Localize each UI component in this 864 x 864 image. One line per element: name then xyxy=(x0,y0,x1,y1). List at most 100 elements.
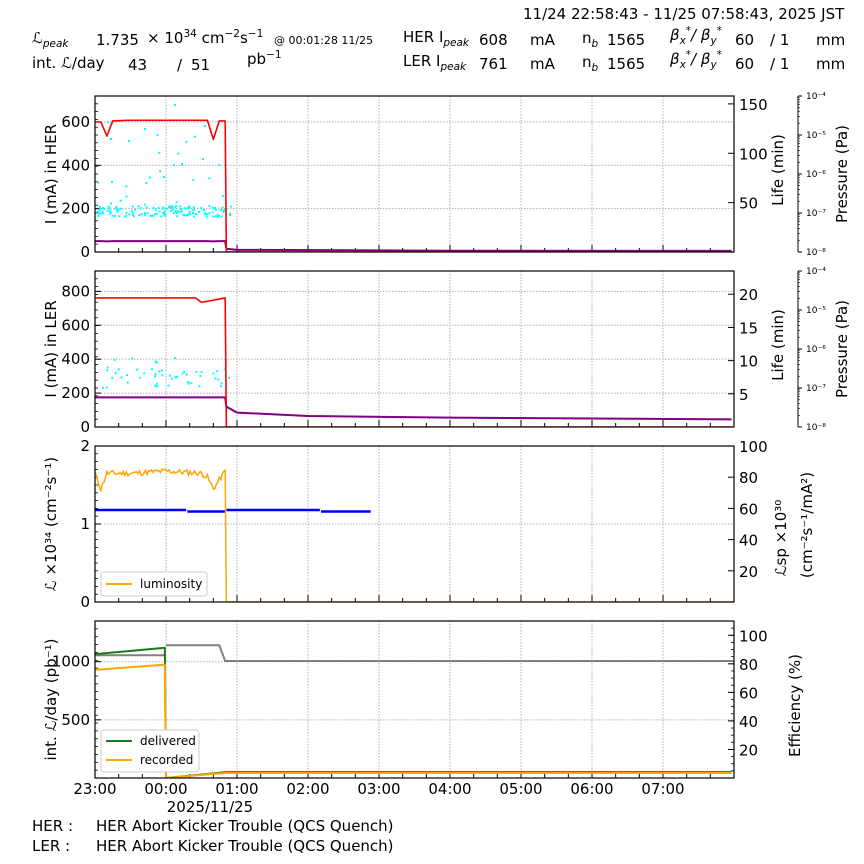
ler-ipeak-unit: mA xyxy=(530,55,555,73)
svg-text:400: 400 xyxy=(61,156,90,174)
svg-text:23:00: 23:00 xyxy=(73,780,116,798)
svg-text:10⁻⁸: 10⁻⁸ xyxy=(806,423,826,433)
lumi-peak-label: ℒpeak xyxy=(32,29,69,50)
footer-ler-reason: HER Abort Kicker Trouble (QCS Quench) xyxy=(96,837,394,855)
her-beta-y: / 1 xyxy=(770,31,790,49)
ler-nb-value: 1565 xyxy=(607,55,646,73)
legend-int-lumi: delivered recorded xyxy=(100,729,200,773)
her-ipeak-value: 608 xyxy=(479,31,508,49)
svg-text:ℒsp ×10³⁰: ℒsp ×10³⁰ xyxy=(772,500,790,577)
ler-ipeak-label: LER Ipeak xyxy=(403,52,467,73)
her-nb-label: nb xyxy=(582,29,599,50)
svg-text:200: 200 xyxy=(61,384,90,402)
svg-text:10⁻⁴: 10⁻⁴ xyxy=(806,267,826,277)
int-lumi-slash: / xyxy=(177,56,183,74)
int-lumi-recorded: 51 xyxy=(191,56,211,74)
int-lumi-delivered: 43 xyxy=(128,56,148,74)
svg-text:0: 0 xyxy=(80,243,90,261)
svg-text:recorded: recorded xyxy=(140,753,193,767)
svg-text:20: 20 xyxy=(739,286,758,304)
svg-text:Efficiency (%): Efficiency (%) xyxy=(786,654,804,757)
svg-text:40: 40 xyxy=(739,532,758,550)
svg-text:10⁻⁵: 10⁻⁵ xyxy=(806,306,826,316)
her-beta-x: 60 xyxy=(735,31,755,49)
svg-text:10⁻⁷: 10⁻⁷ xyxy=(806,209,826,219)
svg-text:100: 100 xyxy=(739,438,768,456)
svg-text:delivered: delivered xyxy=(140,734,196,748)
svg-text:5: 5 xyxy=(739,386,749,404)
ler-beta-unit: mm xyxy=(816,55,846,73)
svg-text:80: 80 xyxy=(739,469,758,487)
her-beta-unit: mm xyxy=(816,31,846,49)
int-lumi-unit: pb−1 xyxy=(247,49,282,68)
y-axis-label: I (mA) in LER xyxy=(42,300,60,397)
y-axis-label: I (mA) in HER xyxy=(42,124,60,224)
svg-text:2: 2 xyxy=(80,437,90,455)
svg-text:Life (min): Life (min) xyxy=(769,134,787,206)
svg-text:60: 60 xyxy=(739,684,758,702)
legend-luminosity: luminosity xyxy=(100,571,208,597)
svg-text:10⁻⁶: 10⁻⁶ xyxy=(806,345,826,355)
lumi-peak-time: @ 00:01:28 11/25 xyxy=(274,34,374,47)
svg-text:Pressure (Pa): Pressure (Pa) xyxy=(833,300,851,398)
svg-text:04:00: 04:00 xyxy=(428,780,471,798)
x-axis: 23:00 00:00 01:00 02:00 03:00 04:00 05:00 06:00… xyxy=(73,780,684,816)
svg-text:500: 500 xyxy=(61,711,90,729)
svg-text:100: 100 xyxy=(739,145,768,163)
y-axis-label: ℒ ×10³⁴ (cm⁻²s⁻¹) xyxy=(42,457,60,591)
svg-text:02:00: 02:00 xyxy=(286,780,329,798)
lumi-peak-unit: × 1034 cm−2s−1 xyxy=(147,28,264,47)
ler-beta-x: 60 xyxy=(735,55,755,73)
svg-text:200: 200 xyxy=(61,200,90,218)
panel-3: 0 1 2 ℒ ×10³⁴ (cm⁻²s⁻¹) luminosity 20 40 60 80 10… xyxy=(42,437,816,611)
svg-text:40: 40 xyxy=(739,713,758,731)
her-ipeak-unit: mA xyxy=(530,31,555,49)
ler-beta-y: / 1 xyxy=(770,55,790,73)
svg-text:800: 800 xyxy=(61,282,90,300)
svg-text:60: 60 xyxy=(739,500,758,518)
svg-text:luminosity: luminosity xyxy=(140,577,202,591)
svg-text:(cm⁻²s⁻¹/mA²): (cm⁻²s⁻¹/mA²) xyxy=(798,472,816,578)
svg-text:10⁻⁷: 10⁻⁷ xyxy=(806,384,826,394)
ler-nb-label: nb xyxy=(582,53,599,74)
svg-text:10⁻⁴: 10⁻⁴ xyxy=(806,92,826,102)
svg-text:20: 20 xyxy=(739,563,758,581)
svg-text:0: 0 xyxy=(80,593,90,611)
svg-text:1: 1 xyxy=(80,515,90,533)
svg-text:07:00: 07:00 xyxy=(641,780,684,798)
svg-text:01:00: 01:00 xyxy=(215,780,258,798)
svg-text:10⁻⁵: 10⁻⁵ xyxy=(806,131,826,141)
svg-text:80: 80 xyxy=(739,656,758,674)
svg-text:Pressure (Pa): Pressure (Pa) xyxy=(833,125,851,223)
svg-text:150: 150 xyxy=(739,96,768,114)
svg-text:00:00: 00:00 xyxy=(144,780,187,798)
her-nb-value: 1565 xyxy=(607,31,646,49)
svg-text:10: 10 xyxy=(739,353,758,371)
lumi-peak-value: 1.735 xyxy=(96,31,139,49)
footer-her-reason: HER Abort Kicker Trouble (QCS Quench) xyxy=(96,817,394,835)
int-lumi-label: int. ℒ/day xyxy=(32,54,105,72)
footer-her-label: HER : xyxy=(32,817,74,835)
svg-text:600: 600 xyxy=(61,316,90,334)
svg-text:50: 50 xyxy=(739,195,758,213)
svg-text:06:00: 06:00 xyxy=(570,780,613,798)
svg-text:1000: 1000 xyxy=(52,653,90,671)
svg-text:Life (min): Life (min) xyxy=(769,309,787,381)
svg-text:05:00: 05:00 xyxy=(499,780,542,798)
her-beta-label: βx*/ βy* xyxy=(670,25,722,47)
y-axis-label: int. ℒ/day (pb⁻¹) xyxy=(42,639,60,761)
svg-text:600: 600 xyxy=(61,113,90,131)
svg-text:10⁻⁸: 10⁻⁸ xyxy=(806,248,826,258)
svg-text:2025/11/25: 2025/11/25 xyxy=(167,798,253,816)
ler-beta-label: βx*/ βy* xyxy=(670,49,722,71)
ler-ipeak-value: 761 xyxy=(479,55,508,73)
svg-text:100: 100 xyxy=(739,627,768,645)
svg-text:10⁻⁶: 10⁻⁶ xyxy=(806,170,826,180)
svg-text:20: 20 xyxy=(739,741,758,759)
footer-ler-label: LER : xyxy=(32,837,71,855)
svg-text:03:00: 03:00 xyxy=(357,780,400,798)
